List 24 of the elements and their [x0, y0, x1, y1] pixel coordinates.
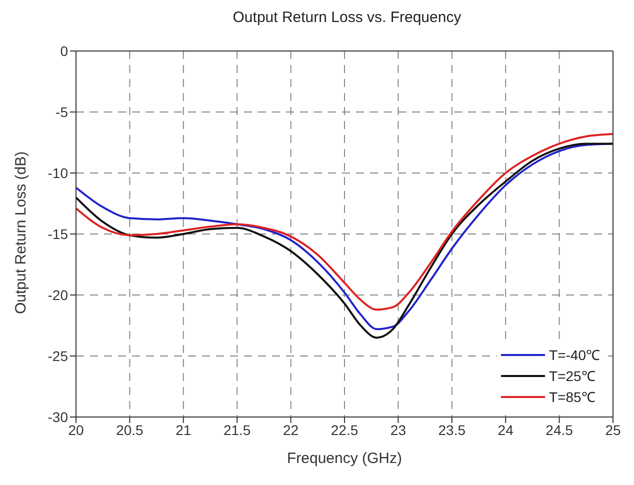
x-tick-label: 23.5 [438, 422, 466, 438]
x-axis-title: Frequency (GHz) [286, 450, 402, 467]
y-axis-title: Output Return Loss (dB) [12, 151, 30, 314]
legend-label: T=85℃ [549, 388, 596, 406]
y-tick-label: -20 [48, 286, 68, 303]
x-tick-label: 25 [605, 422, 621, 438]
y-tick-label: -30 [48, 408, 68, 425]
x-tick-label: 24.5 [546, 422, 574, 438]
y-tick-label: -5 [56, 104, 68, 120]
x-tick-label: 22.5 [330, 422, 358, 438]
x-tick-label: 21.5 [223, 422, 251, 438]
chart-title: Output Return Loss vs. Frequency [232, 8, 462, 28]
x-tick-label: 22 [283, 422, 299, 438]
x-tick-label: 23 [390, 422, 406, 438]
x-tick-label: 20.5 [116, 422, 144, 438]
x-tick-label: 20 [68, 422, 84, 438]
y-tick-label: -15 [48, 226, 68, 242]
y-tick-label: 0 [60, 42, 68, 59]
x-tick-label: 24 [498, 422, 514, 438]
x-tick-label: 21 [176, 422, 192, 438]
legend-label: T=-40℃ [549, 346, 600, 364]
legend-label: T=25℃ [549, 367, 596, 385]
y-tick-label: -10 [48, 164, 68, 181]
y-tick-label: -25 [48, 348, 68, 364]
